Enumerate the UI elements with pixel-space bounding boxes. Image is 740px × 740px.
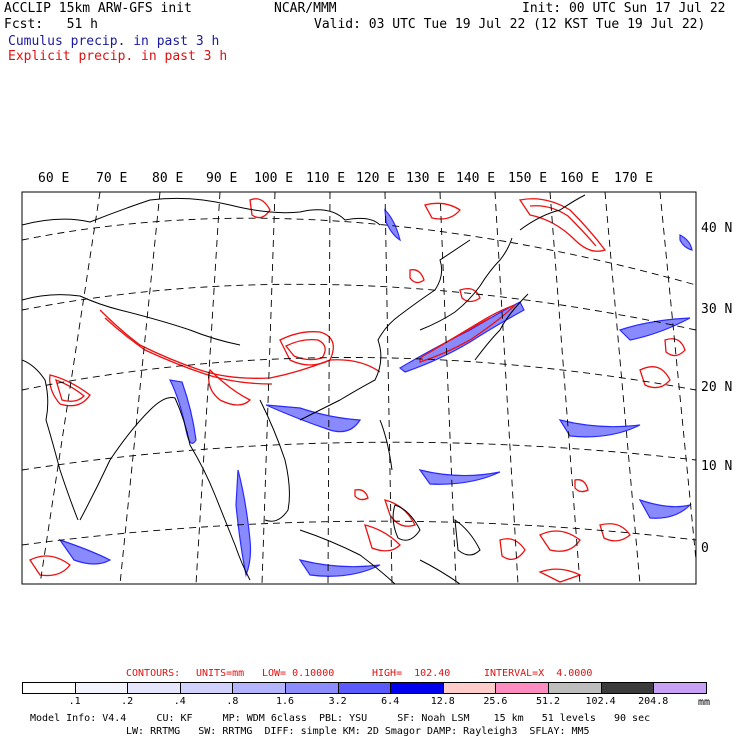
longitude-label: 120 E — [356, 171, 396, 186]
colorbar-tick-label: 51.2 — [535, 696, 561, 707]
latitude-label: 10 N — [701, 459, 733, 474]
colorbar-swatch — [337, 682, 392, 694]
longitude-label: 80 E — [152, 171, 184, 186]
contours-high: HIGH= 102.40 — [372, 668, 451, 679]
colorbar-tick-label: 12.8 — [430, 696, 455, 707]
colorbar-swatch — [127, 682, 181, 694]
longitude-label: 140 E — [456, 171, 496, 186]
latitude-label: 30 N — [701, 302, 733, 317]
colorbar-swatch — [442, 682, 497, 694]
legend-explicit: Explicit precip. in past 3 h — [8, 49, 228, 64]
longitude-label: 70 E — [96, 171, 128, 186]
colorbar-unit: mm — [698, 697, 711, 708]
longitude-label: 170 E — [614, 171, 654, 186]
model-title: ACCLIP 15km ARW-GFS init — [4, 1, 192, 16]
colorbar-swatch — [390, 682, 444, 694]
map-frame — [21, 191, 697, 585]
footer-physics-info: LW: RRTMG SW: RRTMG DIFF: simple KM: 2D … — [126, 726, 590, 737]
latitude-label: 40 N — [701, 221, 733, 236]
latitude-label: 0 — [701, 541, 709, 556]
colorbar-swatch — [179, 682, 234, 694]
longitude-label: 110 E — [306, 171, 346, 186]
colorbar-swatch — [22, 682, 76, 694]
map-gridlines — [22, 192, 696, 584]
colorbar-swatch — [495, 682, 549, 694]
colorbar-tick-label: 3.2 — [328, 696, 347, 707]
longitude-label: 60 E — [38, 171, 70, 186]
colorbar-tick-label: .1 — [68, 696, 81, 707]
colorbar-swatch — [285, 682, 339, 694]
colorbar-swatch — [600, 682, 655, 694]
colorbar-tick-label: .2 — [121, 696, 134, 707]
longitude-label: 150 E — [508, 171, 548, 186]
institution-label: NCAR/MMM — [274, 1, 337, 16]
contours-label: CONTOURS: — [126, 668, 181, 679]
legend-cumulus: Cumulus precip. in past 3 h — [8, 34, 220, 49]
contours-interval: INTERVAL=X 4.0000 — [484, 668, 593, 679]
latitude-label: 20 N — [701, 380, 733, 395]
contours-units: UNITS=mm — [196, 668, 245, 679]
init-time: Init: 00 UTC Sun 17 Jul 22 — [522, 1, 726, 16]
colorbar-tick-label: 1.6 — [275, 696, 295, 707]
colorbar-swatch — [653, 682, 707, 694]
longitude-label: 90 E — [206, 171, 238, 186]
colorbar-tick-label: 25.6 — [483, 696, 508, 707]
contours-low: LOW= 0.10000 — [262, 668, 335, 679]
longitude-label: 130 E — [406, 171, 446, 186]
valid-time: Valid: 03 UTC Tue 19 Jul 22 (12 KST Tue … — [314, 17, 706, 32]
colorbar-swatch — [232, 682, 286, 694]
colorbar-tick-label: 102.4 — [585, 696, 616, 707]
forecast-hour: Fcst: 51 h — [4, 17, 98, 32]
colorbar-tick-label: 6.4 — [381, 696, 400, 707]
coastlines — [22, 194, 586, 584]
cumulus-precip-areas — [58, 208, 693, 578]
footer-model-info: Model Info: V4.4 CU: KF MP: WDM 6class P… — [30, 713, 651, 724]
longitude-label: 160 E — [560, 171, 600, 186]
colorbar-tick-label: 204.8 — [638, 696, 669, 707]
colorbar-tick-label: .4 — [173, 696, 186, 707]
colorbar-swatch — [548, 682, 602, 694]
longitude-label: 100 E — [254, 171, 294, 186]
colorbar-tick-label: .8 — [226, 696, 239, 707]
colorbar-swatch — [74, 682, 129, 694]
explicit-precip-contours — [29, 198, 686, 583]
